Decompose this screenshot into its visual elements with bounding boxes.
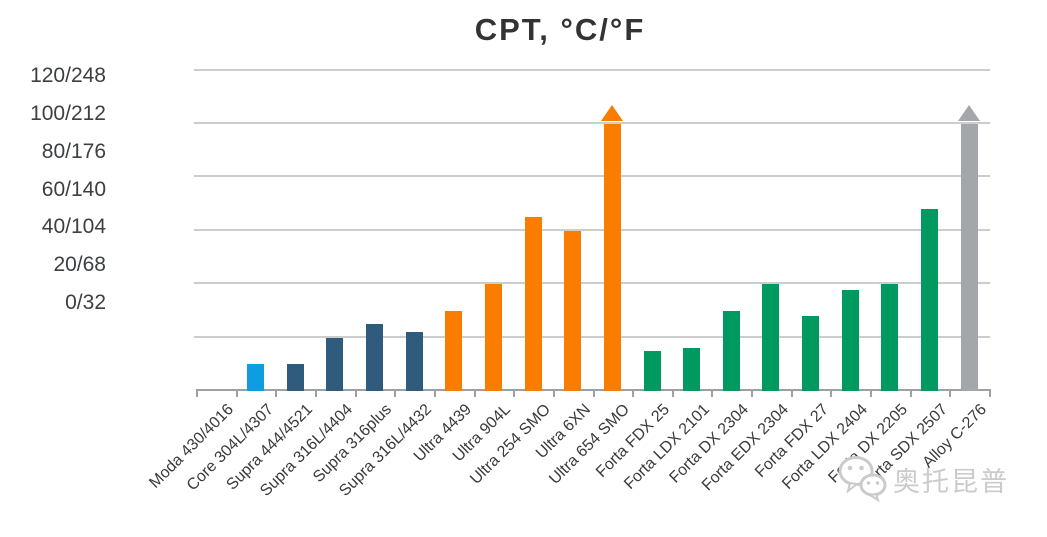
axis-tick: [909, 389, 912, 397]
axis-tick: [196, 389, 198, 397]
bar-supra-316l-4404: [326, 338, 344, 391]
axis-tick: [473, 389, 476, 397]
axis-tick: [513, 389, 516, 397]
bar-ultra-6xn: [564, 231, 582, 391]
axis-tick: [433, 389, 436, 397]
chart-title: CPT, °C/°F: [474, 12, 646, 47]
axis-tick: [949, 389, 952, 397]
gridline: [194, 175, 990, 177]
y-tick-label: 100/212: [30, 102, 106, 125]
axis-tick: [592, 389, 595, 397]
axis-tick: [354, 389, 357, 397]
watermark-text: 奥托昆普: [893, 466, 1009, 497]
gridline: [194, 229, 990, 231]
bar-supra-316l-4432: [405, 332, 423, 391]
axis-tick: [711, 389, 714, 397]
bar-core-304l-4307: [247, 364, 264, 391]
y-tick-label: 0/32: [65, 291, 106, 314]
axis-tick: [751, 389, 754, 397]
axis-tick: [671, 389, 674, 397]
y-tick-label: 80/176: [41, 140, 106, 163]
axis-tick: [790, 389, 793, 397]
axis-tick: [989, 389, 991, 397]
bar-forta-ldx-2101: [683, 348, 701, 391]
axis-tick: [314, 389, 317, 397]
axis-tick: [830, 389, 833, 397]
bar-ultra-654-smo: [603, 124, 621, 391]
y-tick-label: 40/104: [41, 215, 106, 238]
gridline: [194, 282, 990, 284]
bar-ultra-254-smo: [524, 217, 542, 391]
watermark: 奥托昆普: [836, 454, 1009, 504]
axis-tick: [275, 389, 278, 397]
y-tick-label: 60/140: [41, 178, 106, 201]
gridline: [194, 69, 990, 71]
bar-supra-444-4521: [286, 364, 304, 391]
axis-tick: [235, 389, 238, 397]
bar-forta-ldx-2404: [841, 290, 859, 391]
bar-forta-dx-2205: [881, 284, 899, 391]
gridline: [194, 122, 990, 124]
y-tick-label: 120/248: [30, 64, 106, 87]
bar-ultra-4439: [445, 311, 463, 391]
overflow-arrow-alloy-c-276: [958, 105, 981, 121]
overflow-arrow-ultra-654-smo: [601, 105, 624, 121]
y-tick-label: 20/68: [53, 253, 106, 276]
bar-forta-fdx-27: [802, 316, 820, 391]
bar-forta-sdx-2507: [921, 209, 938, 391]
bar-ultra-904l: [484, 284, 502, 391]
axis-tick: [870, 389, 872, 397]
axis-tick: [632, 389, 635, 397]
gridline: [194, 336, 990, 338]
bar-supra-316plus: [365, 324, 383, 391]
bar-forta-edx-2304: [762, 284, 780, 391]
wechat-logo-icon: [838, 456, 887, 503]
bar-forta-dx-2304: [722, 311, 740, 391]
bar-alloy-c-276: [960, 124, 978, 391]
axis-tick: [394, 389, 397, 397]
bar-forta-fdx-25: [643, 351, 661, 391]
axis-tick: [552, 389, 555, 397]
